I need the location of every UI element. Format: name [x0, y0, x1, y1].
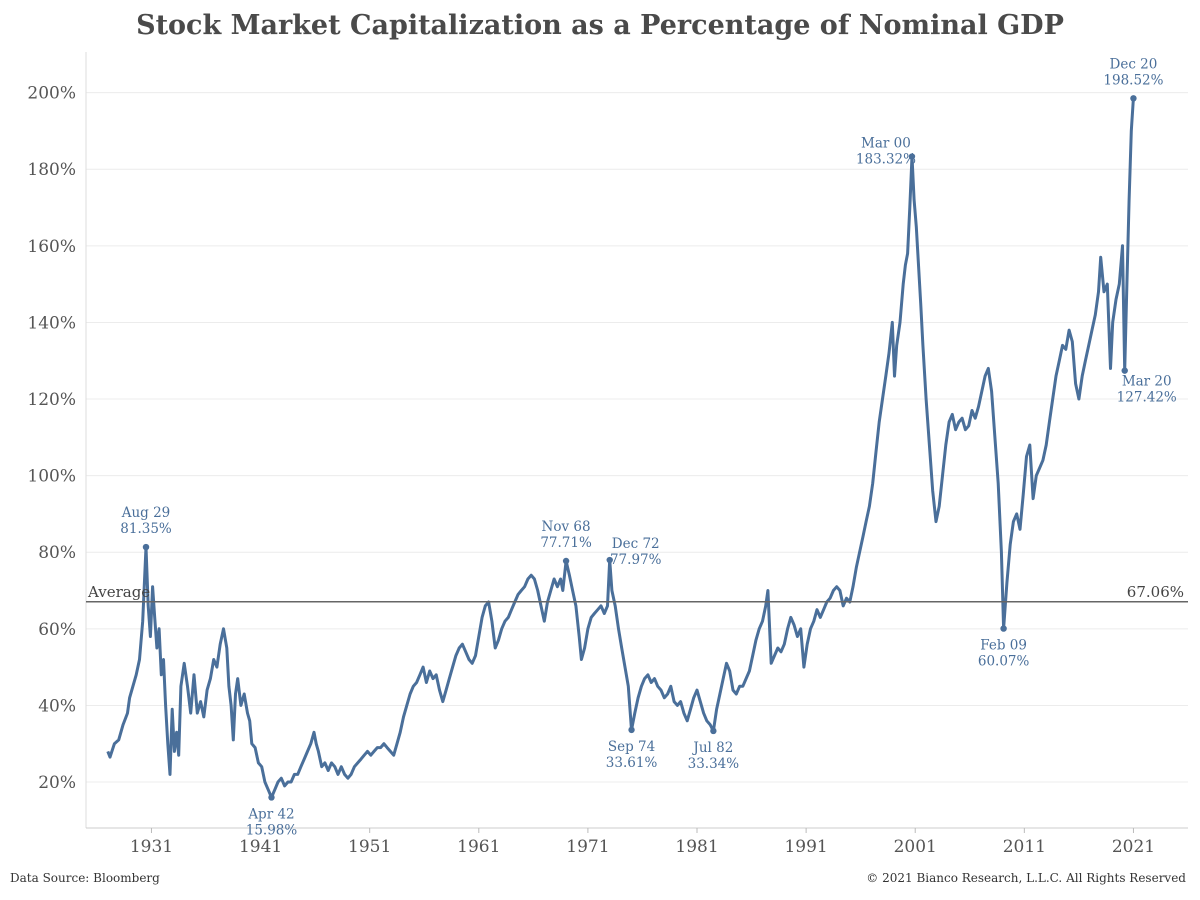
data-source-note: Data Source: Bloomberg	[10, 871, 160, 885]
y-tick-label: 200%	[27, 84, 76, 104]
x-tick-label: 1981	[675, 837, 718, 857]
annotation-date: Mar 00	[861, 136, 911, 152]
annotation-marker	[562, 557, 570, 565]
annotation-marker	[142, 543, 150, 551]
x-tick-label: 1951	[348, 837, 391, 857]
gridlines	[86, 92, 1188, 783]
annotation-date: Aug 29	[121, 505, 171, 521]
annotation-marker	[908, 153, 916, 160]
x-tick-label: 1941	[239, 837, 282, 857]
annotation-value: 15.98%	[246, 822, 298, 838]
average-value-label: 67.06%	[1127, 583, 1184, 601]
annotation-marker	[606, 556, 613, 564]
axes: 20% 40% 60% 80% 100% 120% 140% 160% 180% 200% 1931…	[27, 52, 1188, 857]
y-tick-label: 160%	[27, 237, 76, 257]
average-layer: Average 67.06%	[86, 583, 1188, 603]
x-tick-label: 1991	[784, 837, 827, 857]
copyright-note: © 2021 Bianco Research, L.L.C. All Right…	[866, 871, 1186, 885]
annotation-date: Jul 82	[691, 740, 733, 756]
annotation-marker	[710, 727, 717, 735]
series-layer	[106, 98, 1135, 799]
annotation-value: 77.97%	[610, 552, 662, 568]
annotation-value: 198.52%	[1103, 72, 1163, 88]
annotation-value: 183.32%	[856, 152, 916, 168]
x-tick-label: 1961	[457, 837, 500, 857]
y-tick-label: 60%	[38, 620, 76, 640]
annotation-date: Nov 68	[542, 519, 591, 535]
x-tick-label: 1931	[130, 837, 173, 857]
annotation-value: 33.34%	[688, 756, 740, 772]
y-tick-label: 80%	[38, 543, 76, 563]
annotation-marker	[1130, 95, 1137, 102]
y-tick-label: 20%	[38, 773, 76, 793]
annotation-date: Mar 20	[1122, 374, 1172, 390]
annotation-marker	[268, 794, 275, 801]
x-tick-label: 1971	[566, 837, 609, 857]
annotation-value: 60.07%	[978, 654, 1030, 670]
y-tick-label: 40%	[38, 696, 76, 716]
y-tick-label: 100%	[27, 467, 76, 487]
series-line	[106, 98, 1135, 799]
x-tick-label: 2011	[1003, 837, 1046, 857]
chart-title: Stock Market Capitalization as a Percent…	[136, 10, 1064, 41]
annotation-value: 33.61%	[606, 755, 658, 771]
annotation-marker	[628, 726, 635, 734]
annotation-marker	[1000, 625, 1007, 632]
annotation-date: Dec 72	[612, 536, 660, 552]
annotation-date: Feb 09	[980, 638, 1027, 654]
annotation-date: Apr 42	[247, 806, 294, 822]
annotation-value: 127.42%	[1117, 390, 1177, 406]
x-tick-label: 2001	[894, 837, 937, 857]
annotation-marker	[1121, 367, 1128, 374]
y-tick-label: 140%	[27, 313, 76, 333]
x-tick-label: 2021	[1112, 837, 1155, 857]
annotation-value: 81.35%	[120, 521, 172, 537]
annotation-date: Dec 20	[1110, 56, 1158, 72]
y-tick-label: 180%	[27, 160, 76, 180]
y-tick-label: 120%	[27, 390, 76, 410]
average-label: Average	[87, 583, 150, 601]
annotation-value: 77.71%	[540, 535, 592, 551]
annotation-date: Sep 74	[608, 739, 655, 755]
